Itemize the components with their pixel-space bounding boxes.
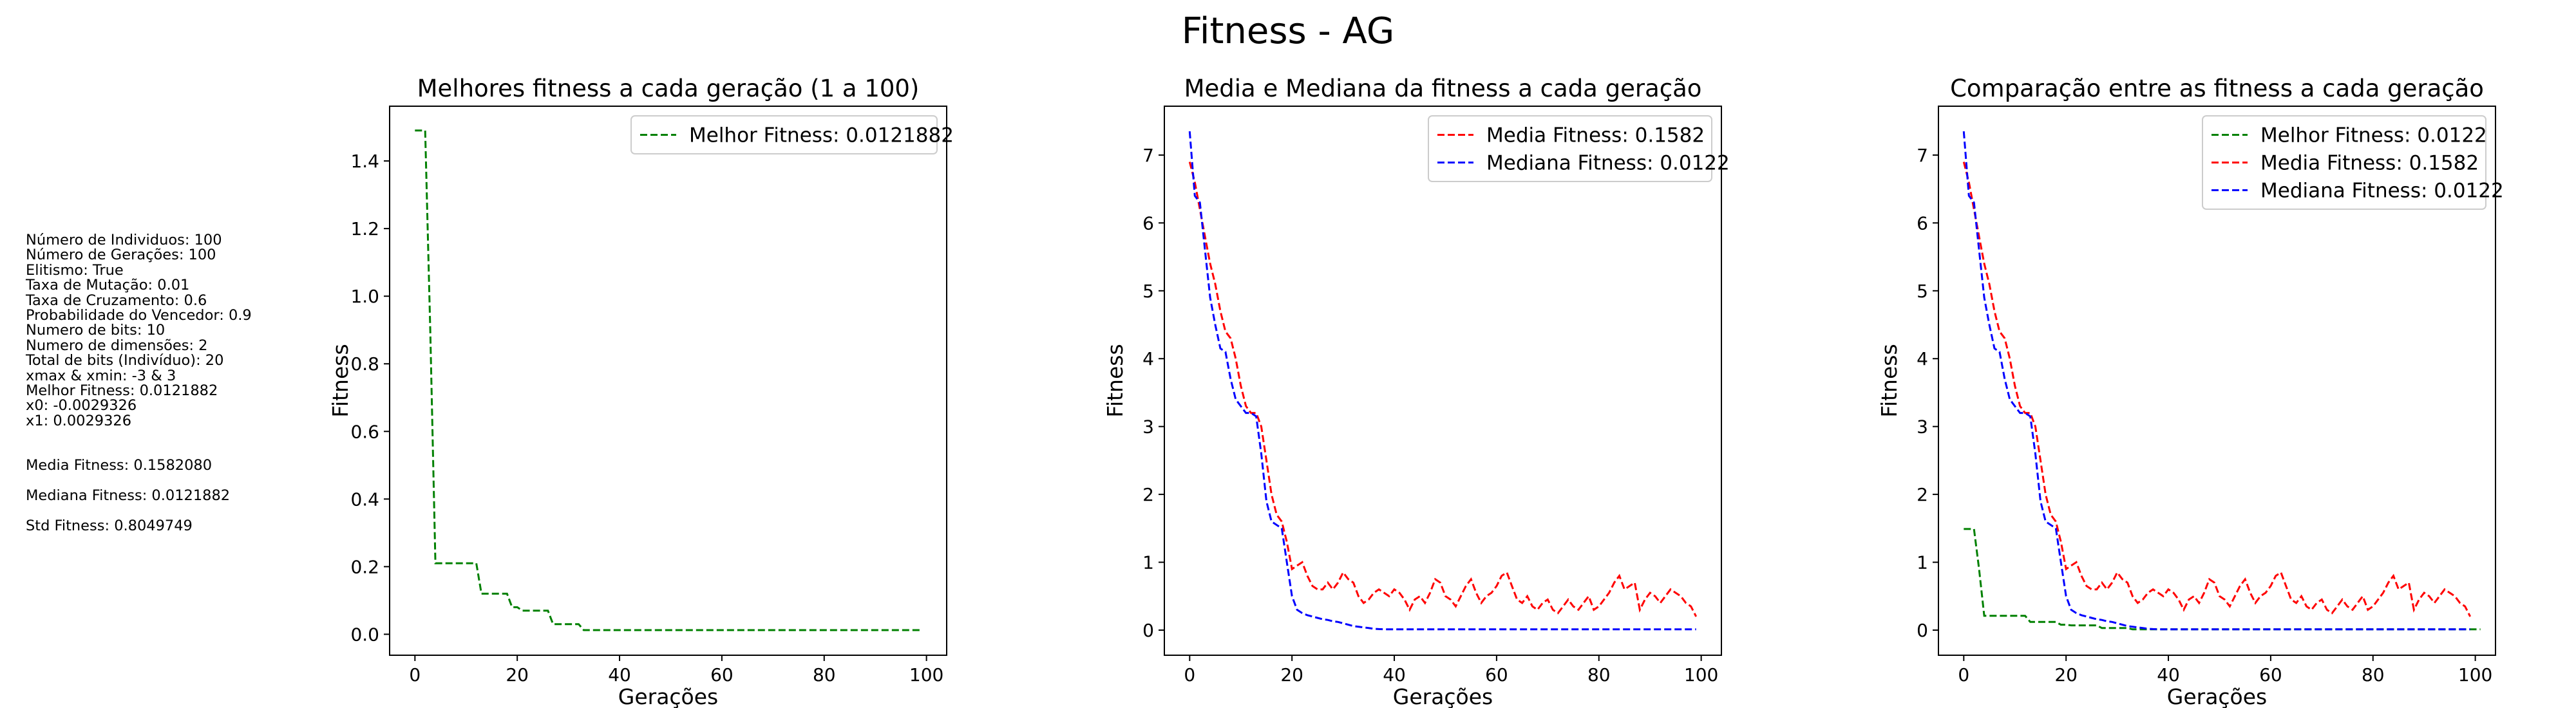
y-tick-label: 3 [1917, 416, 1928, 438]
x-tick-label: 80 [2362, 664, 2385, 685]
legend-label: Mediana Fitness: 0.0122 [1486, 152, 1730, 175]
legend-label: Mediana Fitness: 0.0122 [2260, 180, 2504, 203]
x-tick-label: 40 [608, 664, 631, 685]
x-axis-label: Gerações [1393, 684, 1493, 708]
x-axis-label: Gerações [618, 684, 719, 708]
x-tick-label: 40 [1383, 664, 1406, 685]
y-axis-label: Fitness [328, 344, 353, 417]
y-tick-label: 0 [1917, 620, 1928, 641]
param-line: xmax & xmin: -3 & 3 [26, 367, 176, 384]
x-tick-label: 20 [2054, 664, 2078, 685]
y-tick-label: 1 [1917, 552, 1928, 573]
y-tick-label: 2 [1142, 484, 1154, 505]
x-axis-label: Gerações [2167, 684, 2268, 708]
y-axis-label: Fitness [1877, 344, 1902, 417]
series-line-melhor [415, 129, 922, 631]
param-line: Taxa de Cruzamento: 0.6 [26, 292, 207, 309]
x-tick-label: 100 [1684, 664, 1718, 685]
param-line: x1: 0.0029326 [26, 412, 132, 429]
param-line: Número de Gerações: 100 [26, 247, 216, 264]
y-tick-label: 4 [1142, 348, 1154, 369]
x-tick-label: 60 [2259, 664, 2282, 685]
figure-title: Fitness - AG [1181, 10, 1395, 52]
legend-box [1428, 115, 1712, 182]
y-tick-label: 6 [1917, 212, 1928, 234]
y-tick-label: 1.0 [350, 286, 379, 307]
y-tick-label: 1.4 [350, 151, 379, 172]
param-line: Número de Individuos: 100 [26, 232, 222, 248]
x-tick-label: 80 [1587, 664, 1611, 685]
y-tick-label: 6 [1142, 212, 1154, 234]
mediana-fitness-stat: Mediana Fitness: 0.0121882 [26, 487, 231, 505]
series-line-mediana [1962, 131, 2470, 631]
legend-label: Melhor Fitness: 0.0122 [2260, 124, 2487, 147]
y-tick-label: 7 [1142, 145, 1154, 166]
series-line-media [1188, 162, 1698, 617]
legend-label: Media Fitness: 0.1582 [2260, 152, 2479, 175]
parameters-panel: Número de Individuos: 100 Número de Gera… [26, 232, 252, 534]
y-tick-label: 0.2 [350, 556, 379, 577]
legend-label: Melhor Fitness: 0.0121882 [689, 124, 954, 147]
y-tick-label: 0.8 [350, 353, 379, 375]
x-tick-label: 60 [710, 664, 734, 685]
y-tick-label: 0.4 [350, 489, 379, 510]
plot-frame [389, 106, 947, 656]
plot-frame [1938, 106, 2496, 656]
chart-title: Media e Mediana da fitness a cada geraçã… [1184, 75, 1702, 102]
y-tick-label: 4 [1917, 348, 1928, 369]
chart-title: Comparação entre as fitness a cada geraç… [1950, 75, 2484, 102]
x-tick-label: 0 [409, 664, 421, 685]
y-tick-label: 1 [1142, 552, 1154, 573]
y-tick-label: 1.2 [350, 218, 379, 239]
y-tick-label: 7 [1917, 145, 1928, 166]
chart-title: Melhores fitness a cada geração (1 a 100… [417, 75, 920, 102]
series-line-melhor [1964, 528, 2481, 631]
x-tick-label: 100 [2458, 664, 2492, 685]
param-line: Elitismo: True [26, 261, 124, 279]
y-tick-label: 3 [1142, 416, 1154, 438]
legend-box [2202, 115, 2486, 210]
x-tick-label: 20 [1280, 664, 1303, 685]
legend-box [630, 115, 938, 154]
param-line: Numero de dimensões: 2 [26, 337, 208, 354]
x-tick-label: 20 [506, 664, 529, 685]
param-line: Melhor Fitness: 0.0121882 [26, 382, 218, 400]
y-axis-label: Fitness [1103, 344, 1128, 417]
param-line: Numero de bits: 10 [26, 322, 166, 339]
y-tick-label: 2 [1917, 484, 1928, 505]
y-tick-label: 0.6 [350, 421, 379, 442]
x-tick-label: 100 [909, 664, 943, 685]
plot-frame [1164, 106, 1722, 656]
x-tick-label: 0 [1958, 664, 1969, 685]
x-tick-label: 40 [2157, 664, 2180, 685]
param-line: Taxa de Mutação: 0.01 [26, 277, 190, 294]
y-tick-label: 5 [1142, 281, 1154, 302]
y-tick-label: 0 [1142, 620, 1154, 641]
param-line: Probabilidade do Vencedor: 0.9 [26, 307, 252, 324]
series-line-media [1962, 162, 2472, 617]
param-line: x0: -0.0029326 [26, 397, 137, 415]
y-tick-label: 5 [1917, 281, 1928, 302]
std-fitness-stat: Std Fitness: 0.8049749 [26, 517, 193, 534]
y-tick-label: 0.0 [350, 624, 379, 645]
param-line: Total de bits (Indivíduo): 20 [26, 352, 224, 369]
media-fitness-stat: Media Fitness: 0.1582080 [26, 457, 213, 474]
x-tick-label: 80 [813, 664, 836, 685]
legend-label: Media Fitness: 0.1582 [1486, 124, 1705, 147]
series-line-mediana [1188, 131, 1696, 631]
x-tick-label: 0 [1184, 664, 1195, 685]
x-tick-label: 60 [1485, 664, 1508, 685]
